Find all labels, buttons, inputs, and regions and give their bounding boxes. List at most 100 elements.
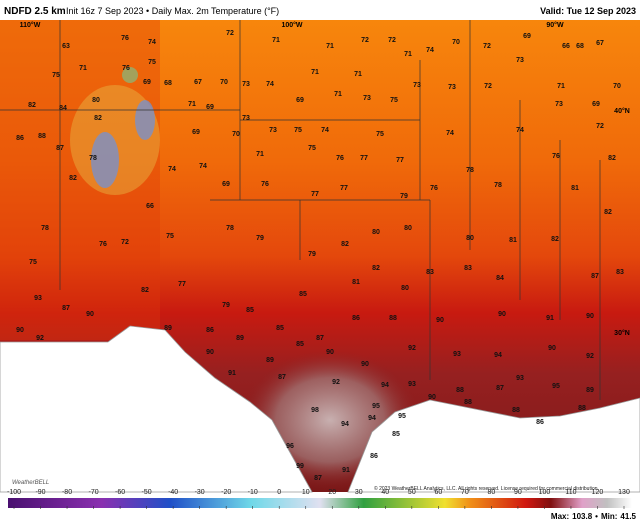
temperature-label: 89 [266,357,274,364]
temperature-label: 94 [341,421,349,428]
temperature-label: 83 [464,265,472,272]
temperature-label: 80 [466,235,474,242]
temperature-label: 82 [94,115,102,122]
colorbar-tick-label: 70 [461,489,469,496]
colorbar-tick-label: 100 [539,489,551,496]
temperature-label: 88 [512,407,520,414]
temperature-label: 72 [484,83,492,90]
temperature-label: 73 [516,57,524,64]
temperature-label: 70 [232,131,240,138]
temperature-label: 85 [296,341,304,348]
temperature-label: 94 [494,352,502,359]
temperature-label: 83 [616,269,624,276]
temperature-label: 79 [256,235,264,242]
product-description: Init 16z 7 Sep 2023 • Daily Max. 2m Temp… [66,6,279,16]
grid-label: 110°W [20,21,41,29]
temperature-label: 70 [613,83,621,90]
temperature-label: 67 [596,40,604,47]
temperature-label: 84 [496,275,504,282]
temperature-label: 90 [498,311,506,318]
grid-label: 30°N [614,329,630,337]
temperature-label: 82 [28,102,36,109]
temperature-label: 78 [494,182,502,189]
temperature-label: 93 [453,351,461,358]
temperature-label: 89 [236,335,244,342]
temperature-label: 69 [523,33,531,40]
temperature-label: 78 [466,167,474,174]
temperature-label: 90 [326,349,334,356]
temperature-label: 81 [509,237,517,244]
temperature-label: 73 [555,101,563,108]
temperature-label: 90 [586,313,594,320]
temperature-label: 92 [408,345,416,352]
temperature-label: 69 [206,104,214,111]
temperature-label: 70 [452,39,460,46]
temperature-label: 86 [536,419,544,426]
mountain-cold [135,100,155,140]
temperature-label: 69 [592,101,600,108]
temperature-label: 82 [608,155,616,162]
temperature-label: 79 [308,251,316,258]
temperature-label: 88 [38,133,46,140]
temperature-label: 73 [448,84,456,91]
grid-label: 40°N [614,107,630,115]
temperature-label: 75 [308,145,316,152]
temperature-label: 81 [352,279,360,286]
temperature-label: 74 [516,127,524,134]
temperature-label: 95 [372,403,380,410]
colorbar-tick-label: 80 [487,489,495,496]
temperature-label: 86 [206,327,214,334]
colorbar-tick-label: 0 [277,489,281,496]
temperature-label: 85 [246,307,254,314]
temperature-label: 87 [56,145,64,152]
temperature-label: 87 [62,305,70,312]
temperature-label: 91 [546,315,554,322]
stat-separator: • [595,512,598,521]
temperature-label: 74 [148,39,156,46]
temperature-label: 85 [392,431,400,438]
colorbar [8,498,632,508]
colorbar-tick-label: -10 [248,489,258,496]
temperature-label: 75 [148,59,156,66]
temperature-label: 69 [192,129,200,136]
temperature-label: 94 [381,382,389,389]
colorbar-tick-label: 10 [302,489,310,496]
logo: WeatherBELL [12,480,49,486]
colorbar-tick-label: -40 [168,489,178,496]
temperature-label: 84 [59,105,67,112]
temperature-label: 90 [16,327,24,334]
colorbar-tick-label: 110 [565,489,576,496]
temperature-label: 72 [388,37,396,44]
colorbar-tick-label: -100 [7,489,21,496]
temperature-label: 76 [99,241,107,248]
temperature-label: 76 [430,185,438,192]
temperature-label: 74 [446,130,454,137]
temperature-label: 76 [552,153,560,160]
temperature-label: 80 [372,229,380,236]
mountain-cold [122,67,138,83]
temperature-label: 72 [596,123,604,130]
temperature-label: 86 [16,135,24,142]
temperature-label: 98 [311,407,319,414]
temperature-label: 72 [483,43,491,50]
temperature-label: 85 [276,325,284,332]
temperature-label: 78 [41,225,49,232]
colorbar-tick-label: 130 [618,489,630,496]
temperature-label: 99 [296,463,304,470]
mexico [0,325,313,493]
temperature-label: 75 [166,233,174,240]
stat-min: 41.5 [620,512,636,521]
temperature-label: 71 [311,69,319,76]
temperature-label: 82 [551,236,559,243]
temperature-label: 96 [286,443,294,450]
temperature-label: 72 [361,37,369,44]
mountain-cold [91,132,119,188]
colorbar-tick-label: -60 [115,489,125,496]
temperature-label: 93 [34,295,42,302]
temperature-label: 77 [311,191,319,198]
temperature-label: 94 [368,415,376,422]
temperature-label: 78 [226,225,234,232]
temperature-label: 95 [398,413,406,420]
colorbar-tick-label: -90 [35,489,45,496]
